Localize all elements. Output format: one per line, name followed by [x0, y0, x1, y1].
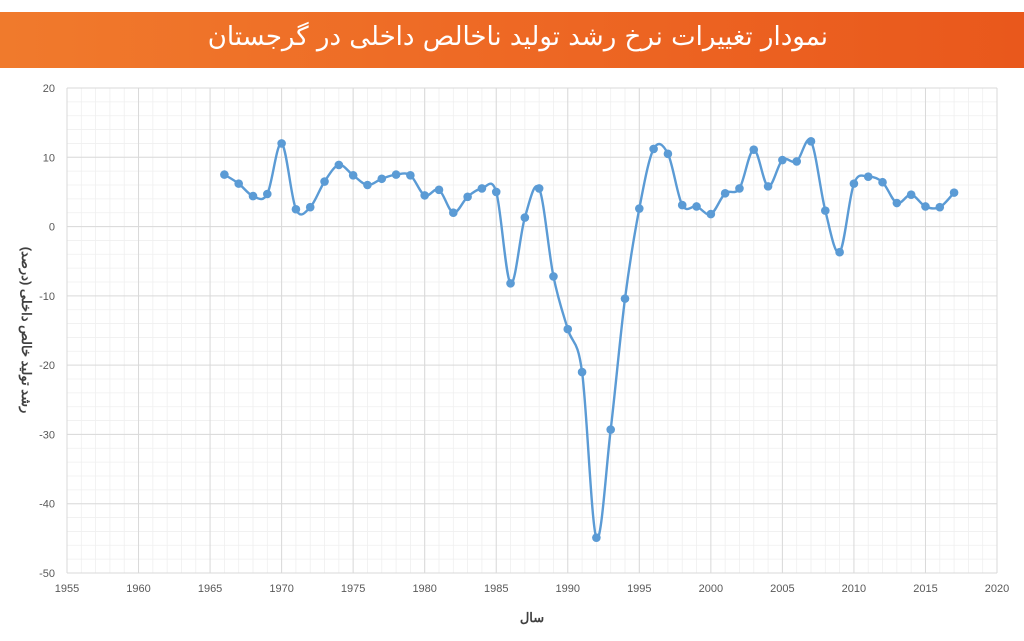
- data-point: [348, 171, 358, 180]
- data-point: [506, 279, 515, 288]
- data-point: [863, 172, 873, 181]
- series-points-group: [220, 137, 959, 542]
- x-tick-label: 1960: [126, 583, 150, 595]
- data-point: [263, 189, 272, 199]
- data-point: [391, 170, 401, 179]
- x-tick-label: 2000: [699, 583, 723, 595]
- gdp-growth-chart: 1955 1960 1965 1970 1975 1980 1985 1990 1995 2000…: [18, 83, 1009, 625]
- y-tick-label: 0: [49, 222, 55, 234]
- data-point: [234, 179, 243, 188]
- x-tick-label: 1985: [484, 583, 508, 595]
- data-point: [849, 179, 859, 188]
- y-tick-label: -10: [39, 291, 55, 303]
- data-point: [248, 191, 258, 201]
- data-point: [692, 202, 701, 211]
- minor-gridlines: [66, 87, 998, 574]
- data-point: [220, 170, 229, 179]
- data-point: [677, 200, 687, 210]
- y-tick-labels: 20 10 0 -10 -20 -30 -40 -50: [39, 83, 55, 580]
- x-tick-label: 1965: [198, 583, 222, 595]
- data-point: [534, 184, 544, 193]
- x-tick-label: 1995: [627, 583, 651, 595]
- data-point: [720, 189, 730, 198]
- x-tick-label: 1975: [341, 583, 365, 595]
- x-tick-label: 1955: [55, 583, 79, 595]
- x-tick-label: 2005: [770, 583, 794, 595]
- data-point: [620, 294, 630, 303]
- data-point: [778, 155, 787, 165]
- x-tick-label: 2015: [913, 583, 937, 595]
- x-tick-label: 1990: [556, 583, 580, 595]
- title-banner: [0, 12, 1024, 68]
- data-point: [706, 209, 716, 219]
- data-point: [821, 206, 830, 215]
- major-gridlines: [66, 87, 998, 574]
- data-point: [563, 324, 573, 334]
- data-point: [592, 533, 601, 542]
- data-point: [906, 190, 916, 199]
- data-point: [305, 202, 315, 212]
- data-point: [520, 213, 530, 222]
- data-point: [606, 425, 615, 434]
- y-tick-label: -20: [39, 360, 55, 372]
- data-point: [549, 272, 558, 281]
- data-point: [277, 139, 286, 148]
- data-point: [878, 177, 887, 187]
- data-point: [334, 160, 344, 170]
- data-point: [291, 204, 301, 214]
- chart-area: 1955 1960 1965 1970 1975 1980 1985 1990 1995 2000…: [0, 70, 1024, 637]
- y-tick-label: -30: [39, 429, 55, 441]
- data-point: [921, 202, 930, 211]
- data-point: [363, 180, 372, 190]
- data-point: [763, 182, 773, 191]
- x-tick-label: 2020: [985, 583, 1009, 595]
- y-axis-title: رشد تولید خالص داخلی (درصد): [18, 247, 34, 414]
- data-point: [377, 174, 387, 184]
- x-tick-labels: 1955 1960 1965 1970 1975 1980 1985 1990 1995 2000…: [55, 583, 1009, 595]
- data-point: [406, 171, 415, 180]
- data-point: [735, 184, 744, 193]
- data-point: [577, 367, 587, 377]
- data-point: [477, 184, 487, 193]
- x-axis-title: سال: [520, 610, 544, 625]
- x-tick-label: 1980: [412, 583, 436, 595]
- data-point: [420, 191, 429, 200]
- data-point: [635, 204, 644, 213]
- data-point: [449, 208, 458, 218]
- chart-title: نمودار تغییرات نرخ رشد تولید ناخالص داخل…: [207, 22, 828, 52]
- data-point: [792, 157, 801, 166]
- data-point: [649, 144, 658, 154]
- data-point: [949, 188, 959, 197]
- y-tick-label: 10: [43, 152, 55, 164]
- data-point: [663, 149, 673, 159]
- data-point: [320, 177, 329, 186]
- y-tick-label: 20: [43, 83, 55, 95]
- data-point: [491, 187, 501, 197]
- data-point: [892, 198, 902, 208]
- x-tick-label: 2010: [842, 583, 866, 595]
- x-tick-label: 1970: [269, 583, 293, 595]
- y-tick-label: -40: [39, 499, 55, 511]
- y-tick-label: -50: [39, 568, 55, 580]
- data-point: [749, 145, 759, 154]
- data-point: [806, 137, 816, 146]
- data-point: [434, 185, 444, 195]
- data-point: [835, 247, 844, 257]
- data-point: [935, 202, 945, 212]
- series-line-group: [223, 138, 955, 540]
- data-point: [463, 192, 472, 202]
- series-line: [223, 138, 955, 540]
